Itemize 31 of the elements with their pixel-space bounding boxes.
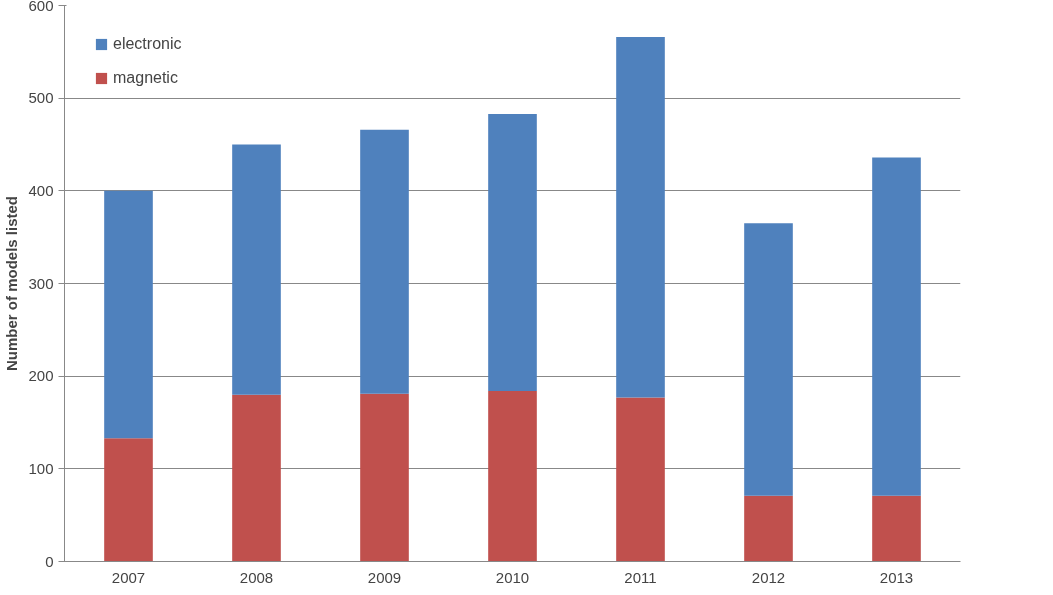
y-tick-label: 200 (28, 367, 54, 385)
x-tick-label: 2008 (239, 568, 274, 586)
bar (488, 113, 537, 391)
y-tick-label: 600 (28, 0, 54, 14)
bar (232, 144, 281, 395)
x-tick-label: 2007 (111, 568, 146, 586)
bar (360, 393, 409, 562)
y-axis-title: Number of models listed (3, 195, 21, 372)
bar (232, 394, 281, 562)
x-tick-label: 2010 (495, 568, 530, 586)
bar (104, 190, 153, 439)
bar (744, 223, 793, 496)
legend-label: magnetic (113, 69, 178, 87)
x-tick-label: 2011 (624, 568, 657, 586)
bar (744, 495, 793, 562)
y-tick-label: 300 (28, 274, 54, 292)
bar (616, 397, 665, 562)
legend-label: electronic (113, 35, 182, 53)
y-tick-label: 100 (28, 459, 54, 477)
bar (488, 390, 537, 562)
bar (872, 495, 921, 562)
y-tick-label: 500 (28, 89, 54, 107)
bar (360, 129, 409, 394)
y-tick-label: 400 (28, 181, 54, 199)
bar (872, 157, 921, 496)
bar (616, 37, 665, 398)
bar (104, 438, 153, 562)
x-tick-label: 2013 (879, 568, 914, 586)
x-tick-label: 2009 (367, 568, 402, 586)
x-tick-label: 2012 (751, 568, 786, 586)
y-tick-label: 0 (45, 552, 54, 570)
